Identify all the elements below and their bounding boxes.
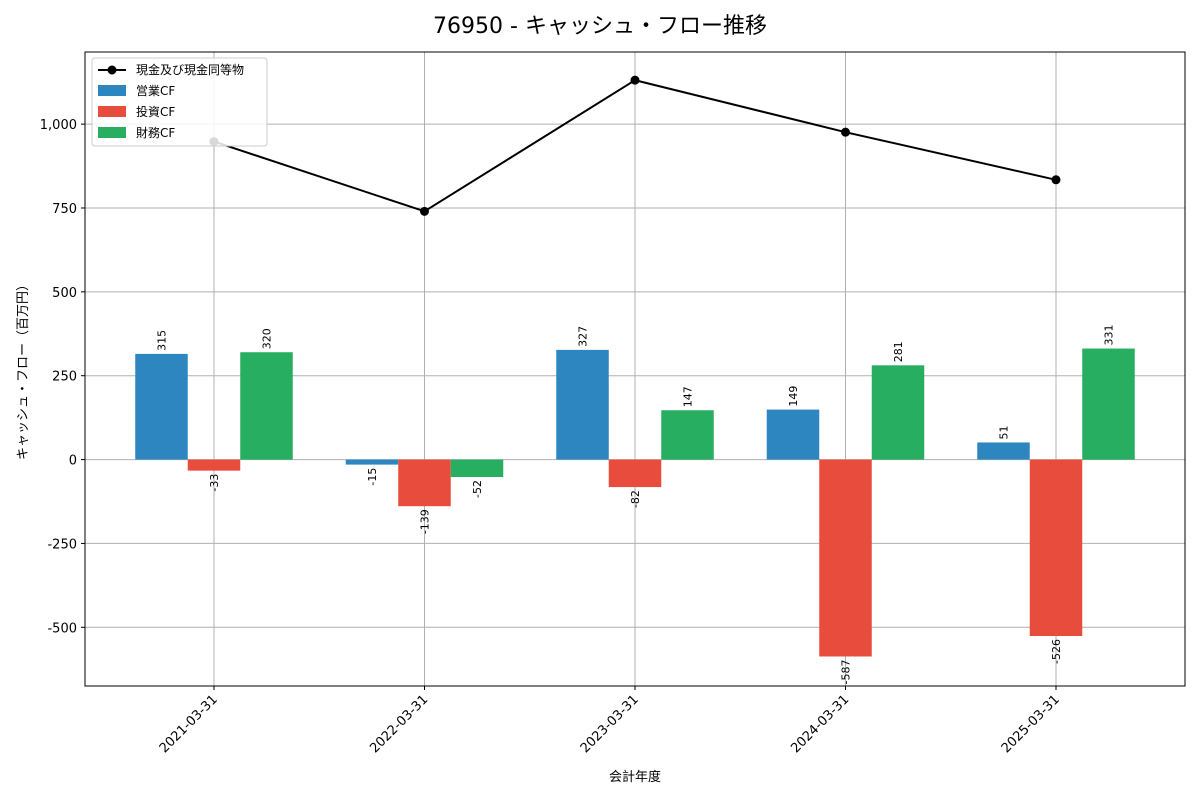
legend-marker [107,65,117,75]
bar-data-label: 281 [892,341,905,362]
chart-title: 76950 - キャッシュ・フロー推移 [433,14,767,39]
y-tick-label: 0 [69,454,77,469]
y-tick-label: 750 [52,202,77,217]
cash-line-point [841,127,850,137]
bar-data-label: 331 [1103,325,1116,346]
y-tick-label: 500 [52,286,77,301]
bar [608,459,662,488]
bar [345,459,399,465]
x-tick-label: 2022-03-31 [367,692,431,756]
bar [240,352,293,460]
x-tick-label: 2023-03-31 [578,692,642,756]
legend-label: 財務CF [136,125,175,140]
y-tick-label: -500 [47,621,77,636]
bar [661,410,714,460]
y-tick-label: -250 [47,537,77,552]
cash-line-point [1051,175,1061,185]
bar [556,349,609,460]
data-labels: 315 -15 327 149 51 -33 -139 -82 -587 -526 320 -52 14… [156,325,1116,685]
bar-data-label: -82 [629,490,642,508]
bar-data-label: 51 [998,425,1011,439]
bar [1082,348,1135,460]
x-tick-label: 2025-03-31 [999,692,1063,756]
bar-data-label: 149 [787,386,800,407]
bar-data-label: -52 [471,480,484,498]
x-axis: 2021-03-31 2022-03-31 2023-03-31 2024-03-31… [157,686,1063,756]
bar-data-label: 320 [261,328,274,349]
x-tick-label: 2024-03-31 [788,692,852,756]
bar-data-label: 315 [156,330,169,351]
legend-label: 現金及び現金同等物 [136,62,244,77]
y-tick-label: 250 [52,370,77,385]
y-axis: -500 -250 0 250 500 750 1,000 [40,118,85,636]
bar [977,442,1030,460]
bar-data-label: -139 [419,509,432,534]
cash-line-point [420,206,429,216]
bar-data-label: 147 [682,386,695,407]
legend-swatch [98,127,126,138]
cash-line-point [630,75,640,85]
bar-data-label: -526 [1050,639,1063,664]
bar [871,365,925,460]
legend-box [91,57,268,147]
bars [135,348,1135,657]
bar-data-label: -587 [840,659,853,684]
bar-data-label: 327 [577,326,590,347]
x-tick-label: 2021-03-31 [157,692,221,756]
y-tick-label: 1,000 [40,118,77,133]
y-axis-label: キャッシュ・フロー（百万円） [16,278,31,460]
bar [1029,459,1083,637]
bar [819,459,872,657]
legend-label: 営業CF [136,84,175,98]
bar [135,353,188,460]
bar [187,459,241,471]
bar [766,409,820,460]
legend-swatch [98,85,126,96]
x-axis-label: 会計年度 [609,769,661,785]
legend-swatch [98,106,126,117]
bar-data-label: -33 [208,474,221,492]
bar-data-label: -15 [366,468,379,486]
bar [450,459,504,478]
bar [398,459,451,507]
legend-label: 投資CF [136,104,175,119]
